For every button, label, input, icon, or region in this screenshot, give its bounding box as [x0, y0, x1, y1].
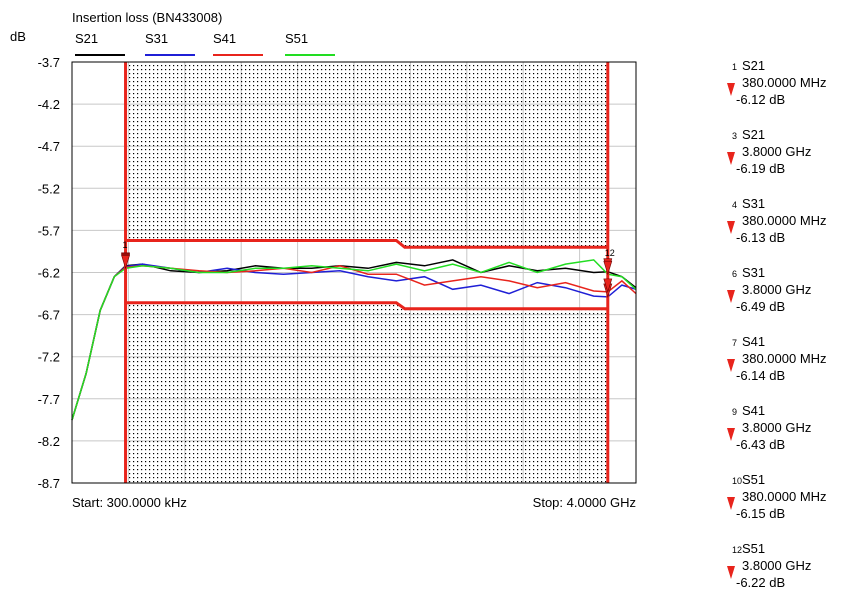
- marker-triangle-icon: [727, 566, 735, 579]
- upper-limit-line: [125, 239, 608, 249]
- marker-frequency: 3.8000 GHz: [742, 144, 812, 159]
- marker-readout: 1 S21 380.0000 MHz -6.12 dB: [724, 58, 864, 127]
- marker-readout: 7 S41 380.0000 MHz -6.14 dB: [724, 334, 864, 403]
- marker-triangle-icon: [727, 83, 735, 96]
- lower-limit-region: [125, 302, 608, 483]
- legend-label-s31: S31: [145, 31, 168, 46]
- marker-value: -6.14 dB: [736, 368, 786, 383]
- marker-10-icon: [121, 254, 130, 270]
- y-axis-unit: dB: [10, 29, 26, 44]
- marker-frequency: 3.8000 GHz: [742, 420, 812, 435]
- marker-number: 3: [732, 131, 738, 141]
- legend-label-s51: S51: [285, 31, 308, 46]
- marker-readout: 10 S51 380.0000 MHz -6.15 dB: [724, 472, 864, 541]
- marker-readout: 6 S31 3.8000 GHz -6.49 dB: [724, 265, 864, 334]
- marker-trace: S51: [742, 472, 766, 487]
- marker-value: -6.49 dB: [736, 299, 786, 314]
- marker-triangle-icon: [727, 428, 735, 441]
- marker-number: 10: [732, 476, 743, 486]
- y-tick-label: -5.7: [38, 223, 60, 238]
- marker-trace: S21: [742, 127, 766, 142]
- legend: S21 S31 S41 S51: [75, 31, 335, 56]
- marker-value: -6.19 dB: [736, 161, 786, 176]
- marker-value: -6.15 dB: [736, 506, 786, 521]
- marker-frequency: 380.0000 MHz: [742, 213, 827, 228]
- marker-triangle-icon: [727, 152, 735, 165]
- legend-label-s21: S21: [75, 31, 98, 46]
- marker-frequency: 380.0000 MHz: [742, 351, 827, 366]
- marker-9-icon: [603, 278, 613, 293]
- marker-value: -6.13 dB: [736, 230, 786, 245]
- marker-trace: S41: [742, 334, 766, 349]
- marker-number: 4: [732, 200, 738, 210]
- lower-limit-line: [125, 301, 608, 311]
- marker-number: 9: [732, 407, 738, 417]
- marker-triangle-icon: [727, 221, 735, 234]
- plot-area: -3.7 -4.2 -4.7 -5.2 -5.7 -6.2 -6.7 -7.2 -7.7 -8.2…: [38, 55, 637, 491]
- marker-trace: S51: [742, 541, 766, 556]
- y-tick-label: -8.7: [38, 476, 60, 491]
- marker-value: -6.22 dB: [736, 575, 786, 590]
- marker-readout: 9 S41 3.8000 GHz -6.43 dB: [724, 403, 864, 472]
- legend-label-s41: S41: [213, 31, 236, 46]
- marker-number: 6: [732, 269, 738, 279]
- y-tick-label: -6.7: [38, 308, 60, 323]
- marker-trace: S31: [742, 196, 766, 211]
- start-frequency-label: Start: 300.0000 kHz: [72, 495, 187, 510]
- marker-value: -6.43 dB: [736, 437, 786, 452]
- marker-number: 7: [732, 338, 738, 348]
- y-tick-label: -7.2: [38, 350, 60, 365]
- marker-trace: S31: [742, 265, 766, 280]
- marker-12-icon: [603, 260, 613, 276]
- y-tick-label: -4.2: [38, 97, 60, 112]
- marker-trace: S41: [742, 403, 766, 418]
- marker-frequency: 3.8000 GHz: [742, 282, 812, 297]
- marker-number: 1: [732, 62, 738, 72]
- marker-triangle-icon: [727, 497, 735, 510]
- y-tick-label: -6.2: [38, 266, 60, 281]
- marker-readout-panel: 1 S21 380.0000 MHz -6.12 dB 3 S21 3.8000 GHz -6…: [724, 58, 864, 610]
- marker-number: 12: [732, 545, 743, 555]
- marker-frequency: 380.0000 MHz: [742, 489, 827, 504]
- stop-frequency-label: Stop: 4.0000 GHz: [533, 495, 636, 510]
- marker-triangle-icon: [727, 359, 735, 372]
- plot-marker-label: 12: [605, 248, 615, 258]
- chart-title: Insertion loss (BN433008): [72, 10, 222, 25]
- marker-frequency: 3.8000 GHz: [742, 558, 812, 573]
- marker-readout: 4 S31 380.0000 MHz -6.13 dB: [724, 196, 864, 265]
- upper-limit-region: [125, 62, 608, 248]
- y-tick-label: -5.2: [38, 181, 60, 196]
- y-tick-label: -3.7: [38, 55, 60, 70]
- marker-frequency: 380.0000 MHz: [742, 75, 827, 90]
- y-tick-label: -8.2: [38, 434, 60, 449]
- marker-value: -6.12 dB: [736, 92, 786, 107]
- marker-readout: 12 S51 3.8000 GHz -6.22 dB: [724, 541, 864, 610]
- marker-triangle-icon: [727, 290, 735, 303]
- plot-marker-label: 1: [123, 240, 128, 250]
- plot-frame: [71, 61, 637, 484]
- y-tick-label: -4.7: [38, 139, 60, 154]
- y-tick-label: -7.7: [38, 392, 60, 407]
- insertion-loss-chart: Insertion loss (BN433008) dB S21 S31 S41 S5…: [10, 10, 637, 510]
- marker-readout: 3 S21 3.8000 GHz -6.19 dB: [724, 127, 864, 196]
- marker-trace: S21: [742, 58, 766, 73]
